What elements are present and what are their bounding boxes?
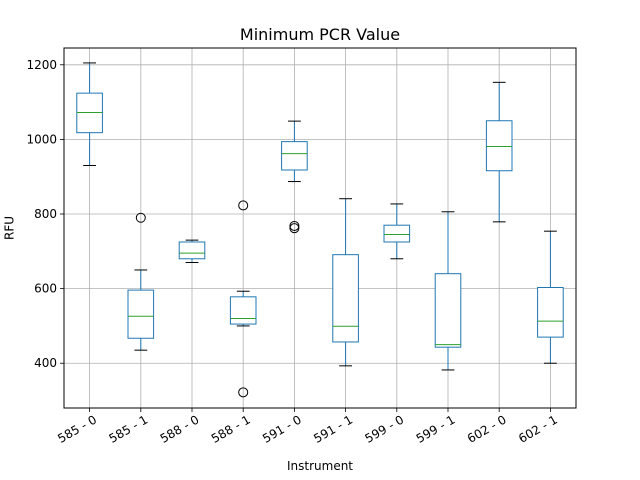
- x-tick-label: 588 - 0: [158, 412, 202, 445]
- y-axis-label: RFU: [3, 216, 17, 240]
- x-tick-label: 599 - 1: [414, 412, 458, 445]
- x-tick-label: 599 - 0: [362, 412, 406, 445]
- iqr-box: [383, 224, 411, 243]
- x-axis-label: Instrument: [287, 459, 353, 473]
- x-tick-label: 591 - 0: [260, 412, 304, 445]
- box-6: [383, 203, 411, 260]
- y-tick-label: 1000: [26, 132, 57, 146]
- box-9: [537, 230, 564, 364]
- outlier-point: [238, 200, 249, 211]
- iqr-box: [434, 273, 462, 348]
- box-2: [178, 239, 206, 264]
- x-tick-label: 602 - 1: [516, 412, 560, 445]
- box-3: [229, 200, 257, 398]
- y-tick-label: 800: [34, 207, 57, 221]
- x-tick-label: 588 - 1: [209, 412, 253, 445]
- plot-area-frame: [63, 47, 577, 409]
- x-tick-label: 602 - 0: [465, 412, 509, 445]
- box-1: [127, 212, 155, 351]
- outlier-point: [238, 387, 249, 398]
- x-tick-label: 585 - 1: [106, 412, 150, 445]
- iqr-box: [537, 287, 564, 338]
- box-series: [76, 62, 564, 398]
- outlier-point: [289, 220, 300, 231]
- axis-ticks: 585 - 0 585 - 1 588 - 0 588 - 1 591 - 0 591 -…: [26, 58, 559, 446]
- box-7: [434, 211, 462, 371]
- box-4: [281, 120, 308, 234]
- x-tick-label: 585 - 0: [55, 412, 99, 445]
- iqr-box: [485, 120, 513, 172]
- y-tick-label: 600: [34, 282, 57, 296]
- y-tick-label: 1200: [26, 58, 57, 72]
- box-5: [332, 198, 359, 367]
- outlier-point: [135, 212, 146, 223]
- iqr-box: [178, 241, 206, 260]
- box-8: [485, 81, 513, 223]
- iqr-box: [127, 289, 155, 339]
- iqr-box: [332, 254, 359, 343]
- x-tick-label: 591 - 1: [311, 412, 355, 445]
- outlier-point: [289, 223, 300, 234]
- iqr-box: [229, 296, 257, 325]
- iqr-box: [281, 141, 308, 171]
- box-0: [76, 62, 103, 167]
- chart-title: Minimum PCR Value: [240, 25, 400, 44]
- y-tick-label: 400: [34, 356, 57, 370]
